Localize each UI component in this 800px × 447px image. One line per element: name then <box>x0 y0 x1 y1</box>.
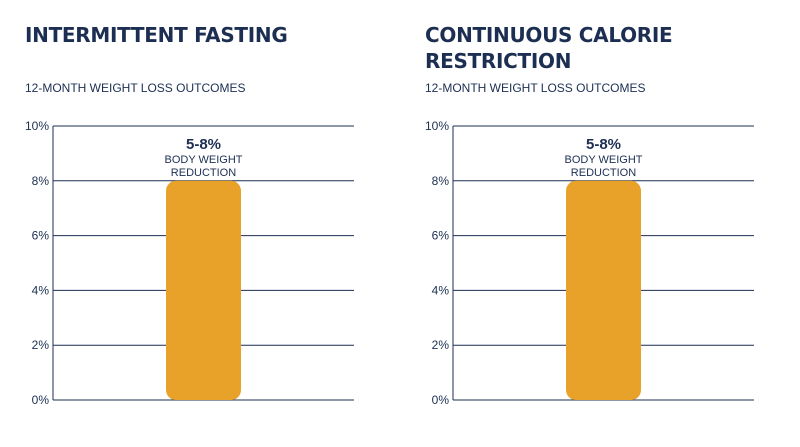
y-tick-label: 8% <box>32 174 50 188</box>
data-label-line2: REDUCTION <box>171 167 236 179</box>
chart-title: CONTINUOUS CALORIE RESTRICTION <box>425 23 673 73</box>
y-tick-label: 2% <box>32 338 50 352</box>
data-label-line2: REDUCTION <box>571 167 636 179</box>
bar <box>566 180 641 400</box>
y-tick-label: 10% <box>425 119 449 133</box>
y-tick-label: 0% <box>432 393 450 407</box>
y-tick-label: 10% <box>25 119 49 133</box>
data-label-line1: BODY WEIGHT <box>164 154 242 166</box>
y-tick-label: 0% <box>32 393 50 407</box>
chart-panel-intermittent-fasting: INTERMITTENT FASTING 12-MONTH WEIGHT LOS… <box>25 23 354 407</box>
y-tick-label: 6% <box>432 229 450 243</box>
data-label-value: 5-8% <box>586 136 621 153</box>
chart-subtitle: 12-MONTH WEIGHT LOSS OUTCOMES <box>25 81 246 95</box>
chart-panel-continuous-calorie-restriction: CONTINUOUS CALORIE RESTRICTION 12-MONTH … <box>400 0 800 447</box>
chart-title: INTERMITTENT FASTING <box>25 23 288 47</box>
data-label-line1: BODY WEIGHT <box>564 154 642 166</box>
y-tick-label: 8% <box>432 174 450 188</box>
bar <box>166 180 241 400</box>
chart-subtitle: 12-MONTH WEIGHT LOSS OUTCOMES <box>425 81 646 95</box>
y-tick-label: 4% <box>32 283 50 297</box>
y-tick-label: 6% <box>32 229 50 243</box>
y-tick-label: 2% <box>432 338 450 352</box>
y-tick-label: 4% <box>432 283 450 297</box>
data-label-value: 5-8% <box>186 136 221 153</box>
